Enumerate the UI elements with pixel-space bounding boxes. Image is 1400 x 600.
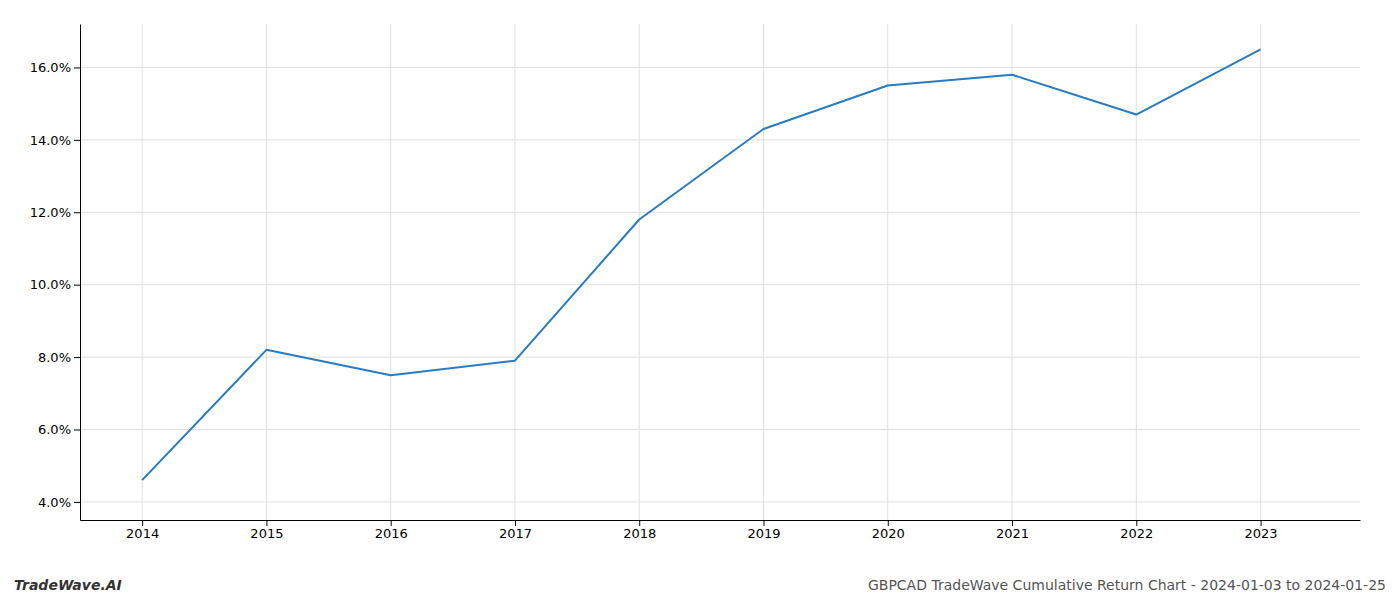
x-tick: 2017 bbox=[499, 520, 532, 541]
y-tick: 8.0% bbox=[38, 350, 80, 365]
x-tick: 2021 bbox=[996, 520, 1029, 541]
x-tick-label: 2021 bbox=[996, 526, 1029, 541]
x-tick-mark bbox=[515, 520, 516, 526]
y-tick-mark bbox=[74, 140, 80, 141]
x-tick-mark bbox=[639, 520, 640, 526]
x-tick: 2018 bbox=[623, 520, 656, 541]
y-tick: 14.0% bbox=[30, 133, 80, 148]
x-tick: 2022 bbox=[1120, 520, 1153, 541]
grid bbox=[80, 24, 1360, 520]
y-tick-mark bbox=[74, 357, 80, 358]
x-grid-line bbox=[639, 24, 640, 520]
x-tick-mark bbox=[1136, 520, 1137, 526]
y-tick-mark bbox=[74, 67, 80, 68]
y-axis-line bbox=[80, 25, 81, 521]
x-grid-line bbox=[763, 24, 764, 520]
data-line bbox=[142, 49, 1260, 480]
y-tick-mark bbox=[74, 212, 80, 213]
y-grid-line bbox=[80, 284, 1360, 285]
x-grid-line bbox=[1136, 24, 1137, 520]
x-tick-label: 2018 bbox=[623, 526, 656, 541]
x-grid-line bbox=[266, 24, 267, 520]
y-tick-label: 10.0% bbox=[30, 277, 71, 292]
y-tick: 6.0% bbox=[38, 422, 80, 437]
x-tick-mark bbox=[142, 520, 143, 526]
x-tick-mark bbox=[391, 520, 392, 526]
x-tick-label: 2020 bbox=[872, 526, 905, 541]
x-tick-label: 2022 bbox=[1120, 526, 1153, 541]
marks bbox=[142, 49, 1260, 480]
x-tick-mark bbox=[266, 520, 267, 526]
x-tick-label: 2014 bbox=[126, 526, 159, 541]
x-grid-line bbox=[390, 24, 391, 520]
y-tick-mark bbox=[74, 429, 80, 430]
y-tick: 16.0% bbox=[30, 60, 80, 75]
x-tick-mark bbox=[1012, 520, 1013, 526]
y-tick-label: 8.0% bbox=[38, 350, 71, 365]
footer-left: TradeWave.AI bbox=[14, 577, 122, 593]
x-grid-line bbox=[887, 24, 888, 520]
x-axis-line bbox=[81, 520, 1361, 521]
footer-right: GBPCAD TradeWave Cumulative Return Chart… bbox=[868, 577, 1386, 593]
x-grid-line bbox=[142, 24, 143, 520]
y-tick-label: 16.0% bbox=[30, 60, 71, 75]
x-grid-line bbox=[1260, 24, 1261, 520]
x-tick-label: 2019 bbox=[747, 526, 780, 541]
y-grid-line bbox=[80, 357, 1360, 358]
x-tick-mark bbox=[888, 520, 889, 526]
y-grid-line bbox=[80, 501, 1360, 502]
x-tick: 2016 bbox=[375, 520, 408, 541]
x-tick: 2015 bbox=[250, 520, 283, 541]
y-tick-label: 14.0% bbox=[30, 133, 71, 148]
x-grid-line bbox=[1012, 24, 1013, 520]
y-grid-line bbox=[80, 212, 1360, 213]
x-tick: 2014 bbox=[126, 520, 159, 541]
y-tick-mark bbox=[74, 502, 80, 503]
y-tick-label: 12.0% bbox=[30, 205, 71, 220]
y-tick-label: 4.0% bbox=[38, 495, 71, 510]
plot-area: 2014 2015 2016 2017 2018 2019 2020 2021 2022 2023… bbox=[30, 24, 1361, 541]
y-grid-line bbox=[80, 139, 1360, 140]
y-tick: 4.0% bbox=[38, 495, 80, 510]
x-tick-label: 2015 bbox=[250, 526, 283, 541]
x-axis: 2014 2015 2016 2017 2018 2019 2020 2021 2022 2023 bbox=[81, 520, 1361, 541]
y-tick-label: 6.0% bbox=[38, 422, 71, 437]
y-tick: 10.0% bbox=[30, 277, 80, 292]
x-tick-mark bbox=[763, 520, 764, 526]
x-tick-label: 2023 bbox=[1245, 526, 1278, 541]
x-tick-label: 2017 bbox=[499, 526, 532, 541]
y-axis: 4.0% 6.0% 8.0% 10.0% 12.0% 14.0% 16.0% bbox=[30, 25, 81, 521]
x-grid-line bbox=[514, 24, 515, 520]
y-grid-line bbox=[80, 67, 1360, 68]
x-tick: 2023 bbox=[1245, 520, 1278, 541]
x-tick-mark bbox=[1261, 520, 1262, 526]
x-tick: 2019 bbox=[747, 520, 780, 541]
x-tick: 2020 bbox=[872, 520, 905, 541]
y-grid-line bbox=[80, 429, 1360, 430]
chart-svg: 2014 2015 2016 2017 2018 2019 2020 2021 2022 2023… bbox=[0, 0, 1400, 600]
y-tick: 12.0% bbox=[30, 205, 80, 220]
y-tick-mark bbox=[74, 285, 80, 286]
x-tick-label: 2016 bbox=[375, 526, 408, 541]
